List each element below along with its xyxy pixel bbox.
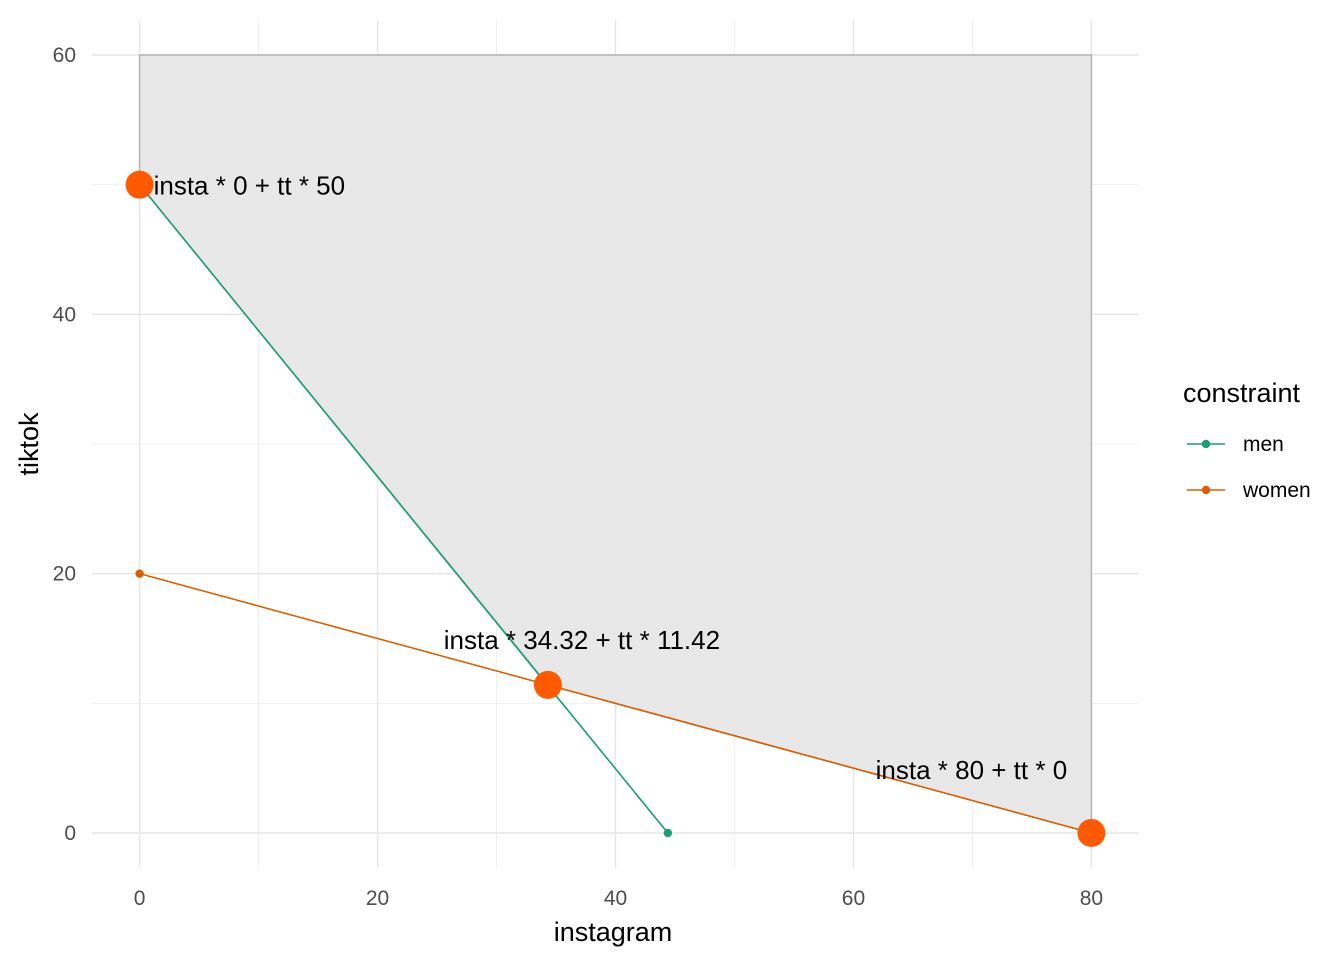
vertex-label: insta * 80 + tt * 0 [876,755,1068,785]
legend-title: constraint [1183,378,1301,408]
y-tick-label: 60 [53,44,76,67]
x-tick-label: 60 [842,887,865,910]
vertex-point [533,670,562,699]
vertex-label: insta * 34.32 + tt * 11.42 [444,625,720,655]
series-point-women [135,569,144,578]
legend: constraint men women [1183,378,1311,502]
y-tick-label: 0 [64,822,76,845]
y-tick-label: 40 [53,303,76,326]
legend-label-women: women [1242,479,1311,502]
x-tick-label: 20 [366,887,389,910]
series-point-men [663,828,673,838]
y-axis-title: tiktok [14,412,44,476]
vertex-point [1077,818,1106,847]
legend-key-point-men [1201,439,1211,449]
x-axis-ticks: 0 20 40 60 80 [134,887,1103,910]
y-axis-ticks: 0 20 40 60 [53,44,76,845]
x-tick-label: 80 [1080,887,1103,910]
series-line-women [139,572,1092,834]
vertex-label: insta * 0 + tt * 50 [154,171,346,201]
y-tick-label: 20 [53,563,76,586]
series-line-men [138,184,669,834]
vertex-point [125,170,154,199]
vertex-points [125,170,1106,847]
x-axis-title: instagram [554,917,673,947]
x-tick-label: 40 [604,887,627,910]
x-tick-label: 0 [134,887,146,910]
legend-label-men: men [1243,433,1284,456]
vertex-annotations: insta * 0 + tt * 50 insta * 34.32 + tt * … [154,171,1068,785]
legend-key-point-women [1201,485,1211,495]
